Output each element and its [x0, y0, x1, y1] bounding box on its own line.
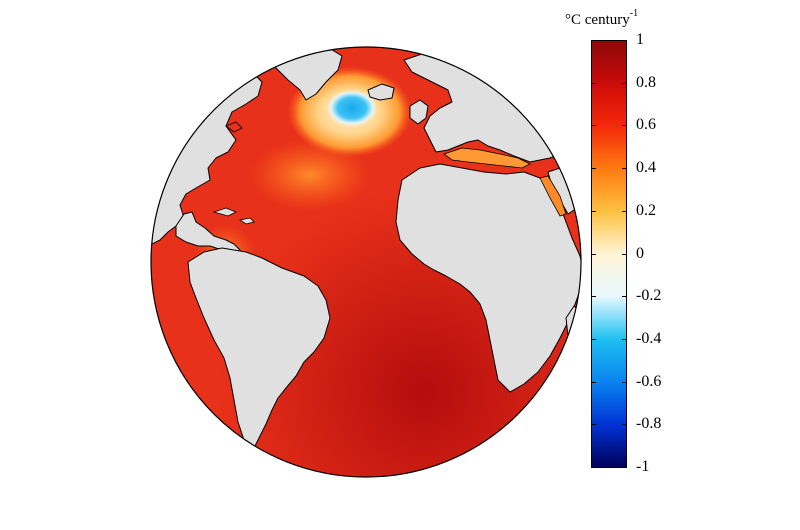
colorbar-tick-label: 0.4: [636, 159, 656, 177]
land-iceland: [367, 83, 395, 101]
colorbar-tick-mark: [591, 125, 596, 127]
colorbar-tick-mark: [591, 338, 596, 340]
cold-blob: [326, 89, 378, 127]
colorbar-tick-mark: [591, 424, 596, 426]
land-africa: [395, 163, 581, 393]
colorbar-tick-mark: [622, 40, 627, 41]
land-british-isles: [409, 99, 429, 125]
land-south-america: [187, 247, 331, 449]
land-central-america: [175, 211, 241, 255]
colorbar-tick-mark: [622, 82, 627, 84]
colorbar-tick-mark: [591, 467, 596, 468]
colorbar-tick-mark: [622, 125, 627, 127]
colorbar-tick-label: 0.8: [636, 73, 656, 91]
colorbar-tick-mark: [622, 296, 627, 298]
colorbar-title: °C century-1: [565, 8, 639, 29]
colorbar-tick-mark: [622, 424, 627, 426]
colorbar-tick-label: -0.8: [636, 415, 662, 433]
colorbar-tick-mark: [591, 210, 596, 212]
globe-body: [151, 47, 581, 477]
colorbar-tick-mark: [622, 210, 627, 212]
globe-outline: [150, 46, 582, 478]
colorbar-tick-mark: [622, 338, 627, 340]
colorbar-tick-mark: [591, 296, 596, 298]
mediterranean-sea: [443, 147, 531, 169]
colorbar-tick-label: 0: [636, 244, 644, 262]
colorbar-tick-mark: [622, 381, 627, 383]
colorbar-tick-mark: [591, 381, 596, 383]
colorbar-tick-label: 0.6: [636, 116, 656, 134]
colorbar-tick-mark: [622, 467, 627, 468]
colorbar-tick-mark: [622, 168, 627, 170]
colorbar-tick-label: -0.2: [636, 287, 662, 305]
caribbean-islands: [212, 207, 255, 225]
great-lakes: [225, 121, 243, 133]
colorbar-tick-mark: [591, 82, 596, 84]
colorbar-tick-label: 1: [636, 31, 644, 48]
colorbar-tick-mark: [591, 40, 596, 41]
colorbar: [591, 40, 627, 468]
colorbar-tick-label: 0.2: [636, 201, 656, 219]
colorbar-title-main: °C century: [565, 12, 630, 28]
mid-atlantic-orange-patch: [250, 140, 370, 210]
colorbar-tick-label: -0.6: [636, 372, 662, 390]
red-sea: [539, 175, 567, 217]
colorbar-title-exponent: -1: [629, 8, 639, 19]
colorbar-tick-mark: [591, 168, 596, 170]
colorbar-tick-label: -0.4: [636, 329, 662, 347]
colorbar-tick-label: -1: [636, 458, 650, 475]
colorbar-tick-mark: [622, 253, 627, 255]
colorbar-tick-mark: [591, 253, 596, 255]
